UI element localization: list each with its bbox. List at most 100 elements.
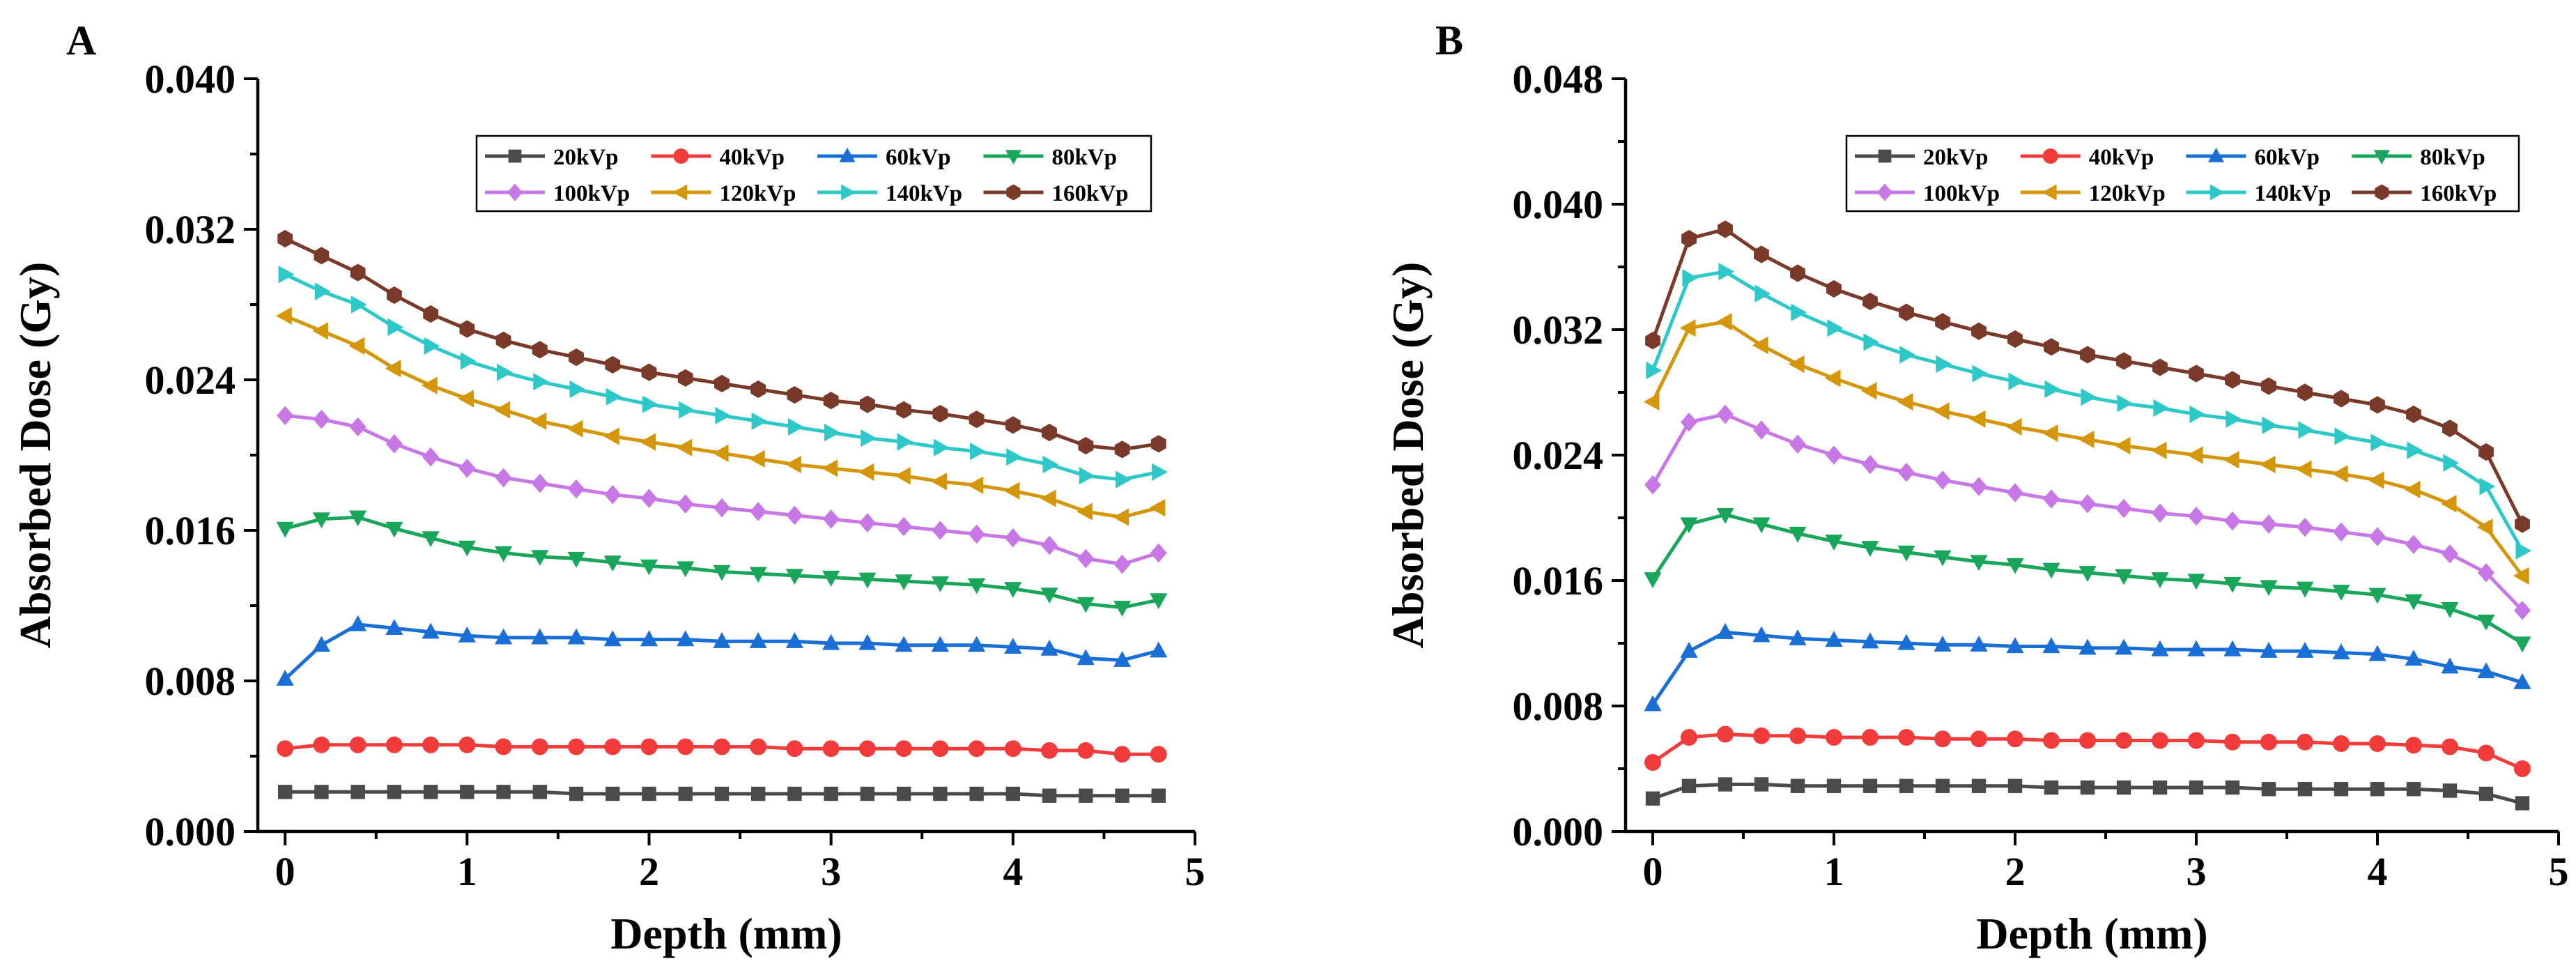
data-point: [2477, 614, 2495, 631]
data-point: [568, 738, 585, 755]
data-point: [751, 412, 768, 430]
data-point: [1077, 742, 1095, 759]
data-point: [1004, 638, 1022, 654]
data-point: [1645, 332, 1660, 350]
data-point: [1897, 392, 1913, 411]
legend-marker: [841, 184, 856, 201]
series-80kVp: [1644, 507, 2531, 653]
data-point: [713, 498, 730, 518]
data-point: [277, 785, 293, 799]
data-point: [933, 438, 950, 456]
data-point: [1005, 786, 1021, 801]
data-point: [2226, 410, 2242, 428]
y-tick-label: 0.000: [145, 809, 236, 854]
legend-marker: [672, 184, 688, 201]
legend-entry: 20kVp: [1855, 145, 1989, 170]
data-point: [2441, 657, 2459, 674]
data-point: [348, 337, 365, 355]
legend-marker: [2375, 184, 2389, 201]
data-point: [750, 738, 767, 755]
data-point: [713, 632, 731, 648]
legend-entry: 120kVp: [651, 181, 796, 206]
data-point: [2295, 460, 2312, 478]
data-point: [1860, 382, 1877, 400]
x-tick-label: 2: [2005, 849, 2026, 894]
legend-label: 120kVp: [2089, 181, 2166, 206]
data-point: [2116, 780, 2131, 795]
data-point: [2262, 416, 2278, 434]
data-point: [2332, 643, 2350, 660]
data-point: [313, 409, 330, 429]
data-point: [2115, 732, 2132, 749]
legend-entry: 140kVp: [2186, 181, 2331, 206]
legend-entry: 120kVp: [2020, 181, 2166, 206]
data-point: [385, 434, 403, 454]
data-point: [1003, 482, 1020, 500]
data-point: [459, 320, 475, 338]
x-tick-label: 3: [2186, 849, 2207, 894]
data-point: [824, 424, 840, 442]
data-point: [2297, 733, 2313, 751]
data-point: [494, 546, 513, 562]
data-point: [2115, 569, 2133, 585]
data-point: [421, 376, 438, 394]
data-point: [1861, 632, 1879, 649]
data-point: [2514, 600, 2531, 620]
data-point: [823, 392, 839, 410]
legend-entry: 20kVp: [485, 145, 619, 170]
data-point: [714, 374, 730, 392]
data-point: [1077, 502, 1093, 521]
y-tick-label: 0.000: [1513, 809, 1604, 854]
data-point: [1753, 727, 1770, 744]
data-point: [533, 373, 550, 391]
data-point: [2369, 735, 2386, 752]
data-point: [1644, 572, 1662, 588]
data-point: [1681, 229, 1697, 248]
data-point: [2044, 380, 2061, 399]
x-tick-label: 0: [275, 849, 295, 894]
data-point: [2042, 637, 2060, 654]
data-point: [1969, 410, 1986, 428]
data-point: [861, 429, 877, 447]
data-point: [1717, 404, 1734, 424]
legend-marker: [1005, 150, 1022, 165]
data-point: [640, 559, 658, 576]
data-point: [1079, 467, 1095, 485]
data-point: [385, 360, 401, 378]
data-point: [494, 401, 511, 419]
data-point: [1933, 402, 1950, 420]
data-point: [2297, 517, 2313, 537]
data-point: [2188, 506, 2205, 526]
data-point: [423, 305, 439, 323]
data-point: [1825, 631, 1843, 647]
series-line: [1651, 227, 2524, 525]
data-point: [1151, 788, 1166, 803]
data-point: [1682, 269, 1699, 287]
series-20kVp: [277, 785, 1166, 803]
data-point: [969, 786, 984, 801]
data-point: [1971, 778, 1987, 793]
data-point: [2189, 364, 2204, 383]
legend-marker: [2042, 184, 2057, 201]
series-line: [284, 413, 1159, 567]
data-point: [1934, 470, 1951, 490]
data-point: [1935, 313, 1950, 331]
data-point: [2260, 642, 2278, 658]
legend-entry: 40kVp: [2020, 145, 2154, 170]
data-point: [787, 417, 804, 436]
data-point: [1004, 740, 1021, 758]
legend-marker: [673, 148, 689, 164]
data-point: [2407, 441, 2423, 459]
data-point: [897, 433, 913, 451]
data-point: [1077, 548, 1095, 569]
data-point: [712, 444, 729, 462]
data-point: [1715, 313, 1732, 331]
data-point: [1113, 554, 1131, 574]
data-point: [1644, 475, 1661, 495]
data-point: [1827, 319, 1844, 337]
data-point: [2152, 732, 2168, 749]
data-point: [750, 502, 767, 521]
series-160kVp: [277, 229, 1166, 459]
data-point: [1970, 555, 1988, 571]
data-point: [1862, 778, 1878, 793]
